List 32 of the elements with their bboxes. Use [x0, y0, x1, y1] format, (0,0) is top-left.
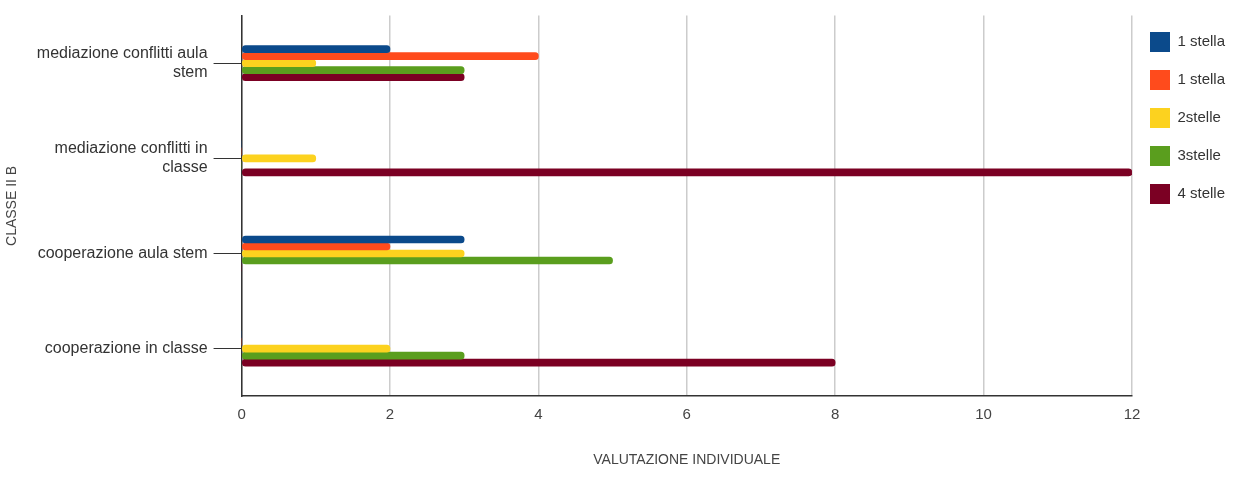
x-axis-title: VALUTAZIONE INDIVIDUALE [593, 451, 781, 468]
legend-label: 3stelle [1177, 146, 1221, 164]
x-tick-label: 4 [534, 405, 543, 423]
legend-label: 2stelle [1177, 108, 1221, 126]
x-tick-label: 0 [237, 405, 246, 423]
bar [241, 344, 391, 353]
bar [241, 256, 613, 265]
y-tick-label: cooperazione aula stem [37, 243, 208, 261]
bar [241, 52, 539, 61]
x-tick-label: 8 [831, 405, 840, 423]
bar [241, 59, 317, 68]
legend-label: 1 stella [1177, 70, 1226, 88]
legend-label: 4 stelle [1177, 184, 1225, 202]
bar [241, 73, 465, 82]
bar [241, 168, 1132, 177]
y-tick-label: mediazione conflitti in classe [54, 139, 208, 176]
bar [241, 235, 465, 244]
bar [241, 358, 836, 367]
bar [241, 242, 391, 251]
bar [241, 66, 465, 75]
x-tick-label: 2 [385, 405, 395, 423]
bar [241, 351, 465, 360]
bar [241, 249, 465, 258]
y-axis-title: CLASSE II B [3, 165, 20, 246]
legend-label: 1 stella [1177, 32, 1226, 50]
x-tick-label: 12 [1123, 405, 1141, 423]
bar [241, 154, 317, 163]
bar [241, 45, 391, 54]
y-tick-label: cooperazione in classe [44, 339, 208, 357]
y-tick-label: mediazione conflitti aula stem [36, 43, 208, 81]
x-tick-label: 6 [682, 405, 691, 423]
x-tick-label: 10 [975, 405, 992, 423]
